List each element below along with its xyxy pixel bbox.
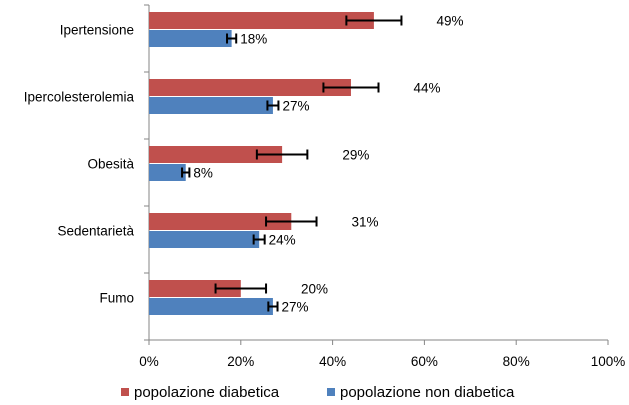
data-label: 18% bbox=[240, 32, 267, 47]
data-label: 31% bbox=[352, 215, 379, 230]
legend: popolazione diabetica popolazione non dia… bbox=[121, 384, 515, 401]
bars-layer bbox=[149, 12, 374, 315]
bar-popolazione-diabetica-fumo bbox=[149, 280, 241, 297]
category-label-ipertensione: Ipertensione bbox=[60, 23, 134, 38]
x-tick-label: 40% bbox=[319, 354, 346, 369]
bar-popolazione-diabetica-sedentarieta bbox=[149, 213, 292, 230]
legend-swatch-popolazione-diabetica bbox=[121, 388, 129, 396]
legend-label-popolazione-non-diabetica: popolazione non diabetica bbox=[340, 384, 515, 401]
data-label: 27% bbox=[282, 300, 309, 315]
category-label-fumo: Fumo bbox=[99, 291, 134, 306]
bar-popolazione-diabetica-ipertensione bbox=[149, 12, 374, 29]
data-label: 8% bbox=[193, 166, 213, 181]
data-label: 49% bbox=[436, 14, 463, 29]
data-label: 29% bbox=[342, 148, 369, 163]
data-label: 44% bbox=[414, 81, 441, 96]
bar-popolazione-non-diabetica-obesita bbox=[149, 164, 186, 181]
data-label: 24% bbox=[269, 233, 296, 248]
bar-popolazione-non-diabetica-ipercolesterolemia bbox=[149, 97, 273, 114]
bar-popolazione-non-diabetica-fumo bbox=[149, 298, 273, 315]
axes-layer: 0% 20% 40% 60% 80% 100% bbox=[139, 4, 626, 369]
error-bars-layer bbox=[181, 15, 403, 312]
legend-swatch-popolazione-non-diabetica bbox=[327, 388, 335, 396]
data-label: 27% bbox=[282, 99, 309, 114]
x-tick-label: 20% bbox=[227, 354, 254, 369]
labels-layer: Ipertensione Ipercolesterolemia Obesità Sed… bbox=[24, 14, 464, 315]
category-label-obesita: Obesità bbox=[87, 157, 134, 172]
bar-popolazione-diabetica-obesita bbox=[149, 146, 283, 163]
category-label-sedentarieta: Sedentarietà bbox=[57, 224, 134, 239]
legend-label-popolazione-diabetica: popolazione diabetica bbox=[134, 384, 280, 401]
bar-popolazione-diabetica-ipercolesterolemia bbox=[149, 79, 351, 96]
data-label: 20% bbox=[301, 282, 328, 297]
x-tick-label: 0% bbox=[139, 354, 159, 369]
x-tick-label: 60% bbox=[411, 354, 438, 369]
x-tick-label: 80% bbox=[503, 354, 530, 369]
bar-popolazione-non-diabetica-sedentarieta bbox=[149, 231, 260, 248]
bar-popolazione-non-diabetica-ipertensione bbox=[149, 30, 232, 47]
category-label-ipercolesterolemia: Ipercolesterolemia bbox=[24, 90, 135, 105]
x-tick-label: 100% bbox=[591, 354, 626, 369]
